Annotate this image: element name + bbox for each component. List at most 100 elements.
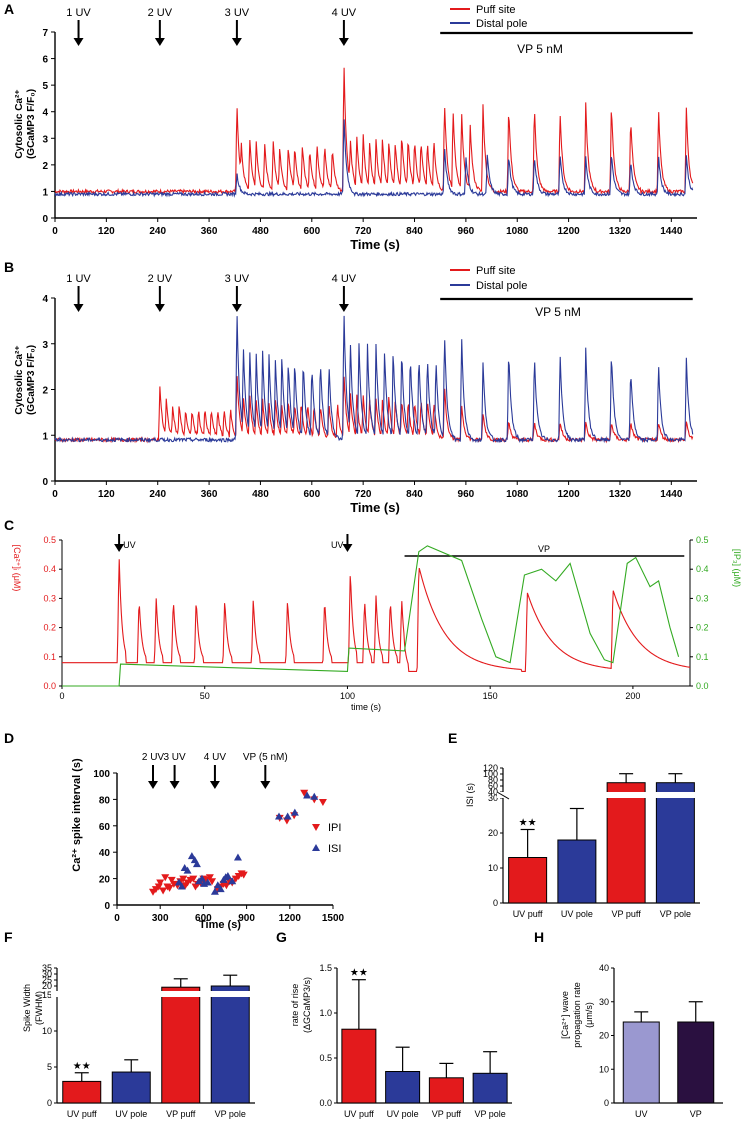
panel-a-xtick-label-10: 1200 [557,226,580,237]
panel-c-ytick-label-right-2: 0.2 [696,623,709,633]
panel-f-category-label-0: UV puff [67,1109,97,1119]
panel-b-xtick-label-6: 720 [355,489,372,500]
panel-c-ytick-label-right-3: 0.3 [696,593,709,603]
panel-d-ytick-label-4: 80 [99,795,111,806]
panel-c-event-arrow-0-head [114,544,125,552]
panel-b-legend-puff: Puff site [476,265,516,277]
panel-letter-e: E [448,730,457,746]
panel-a-event-label-1: 2 UV [148,7,173,19]
panel-d-event-arrow-1-head [169,781,180,789]
panel-e-bar-0 [508,857,548,904]
panel-f-axis-break [51,991,255,997]
panel-g-bar-0 [341,1028,377,1104]
panel-a-xtick-label-6: 720 [355,226,372,237]
panel-a-legend-pole: Distal pole [476,18,527,30]
panel-e-break-mark [496,791,510,800]
panel-c-event-arrow-1-head [342,544,353,552]
panel-g-ytick-label-0: 0.0 [319,1098,332,1108]
panel-a-xtick-label-3: 360 [201,226,218,237]
panel-e-ytick-label-8: 120 [483,763,498,773]
panel-a-ytick-label-4: 4 [42,108,48,119]
panel-b-xtick-label-5: 600 [303,489,320,500]
panel-e-ytick-label-2: 20 [488,828,498,838]
panel-e-significance: ★★ [519,818,537,829]
panel-h-ylabel-1: [Ca²⁺] wave [560,991,570,1039]
panel-f-ylabel-2: (FWHM) [34,991,44,1025]
panel-b-event-arrow-2-head [231,304,242,312]
panel-f-bar-2 [161,986,201,1104]
panel-h-ytick-label-4: 40 [599,963,609,973]
panel-d-event-label-2: 4 UV [204,752,227,763]
panel-d-point-isi-10 [203,878,212,886]
panel-b-xtick-label-11: 1320 [609,489,632,500]
panel-d-legend-isi: ISI [328,843,341,855]
panel-f-ytick-label-5: 25 [42,975,52,985]
panel-d-point-ipi-39 [318,799,327,807]
panel-b-event-label-1: 2 UV [148,273,173,285]
panel-a-event-label-2: 3 UV [225,7,250,19]
panel-c-xlabel: time (s) [351,702,381,712]
panel-b-xtick-label-7: 840 [406,489,423,500]
panel-c-series-ip3 [62,545,680,687]
panel-d-point-ipi-8 [167,876,176,884]
panel-d-xtick-label-1: 300 [152,913,169,924]
panel-b-ytick-label-3: 3 [42,340,48,351]
panel-a-event-label-0: 1 UV [66,7,91,19]
panel-a-xtick-label-0: 0 [52,226,58,237]
panel-d-point-isi-3 [183,866,192,874]
panel-b-ylabel-2: (GCaMP3 F/F₀) [26,345,37,415]
panel-b-xtick-label-3: 360 [201,489,218,500]
panel-a-ytick-label-0: 0 [42,214,48,225]
panel-d-point-ipi-12 [179,875,188,883]
panel-a-xtick-label-8: 960 [458,226,475,237]
panel-letter-d: D [4,730,14,746]
panel-c-ytick-label-left-2: 0.2 [43,623,56,633]
panel-e-bar-1 [557,839,597,904]
panel-b-xtick-label-9: 1080 [506,489,529,500]
panel-d-point-ipi-16 [189,875,198,883]
panel-f-ytick-label-3: 15 [42,990,52,1000]
panel-a-xtick-label-12: 1440 [660,226,683,237]
panel-d-point-isi-22 [303,791,312,799]
panel-a-ylabel-2: (GCaMP3 F/F₀) [26,89,37,159]
panel-a-xtick-label-9: 1080 [506,226,529,237]
panel-c-xtick-label-1: 50 [200,691,210,701]
panel-e-ytick-label-7: 100 [483,769,498,779]
panel-d-xtick-label-5: 1500 [322,913,345,924]
panel-a-event-arrow-0-head [73,38,84,46]
panel-d-xtick-label-2: 600 [195,913,212,924]
panel-d-ytick-label-1: 20 [99,875,111,886]
panel-c-ytick-label-right-5: 0.5 [696,535,709,545]
panel-a-xtick-label-2: 240 [149,226,166,237]
panel-letter-b: B [4,259,14,275]
panel-d-event-arrow-3-head [260,781,271,789]
panel-a-event-label-3: 4 UV [332,7,357,19]
panel-letter-f: F [4,929,13,945]
panel-c-ytick-label-right-0: 0.0 [696,681,709,691]
panel-b-xtick-label-12: 1440 [660,489,683,500]
panel-c-ytick-label-right-1: 0.1 [696,652,709,662]
panel-d-point-ipi-5 [161,874,170,882]
panel-letter-h: H [534,929,544,945]
panel-b-event-label-3: 4 UV [332,273,357,285]
panel-g-bar-2 [428,1077,464,1104]
panel-d-event-label-3: VP (5 nM) [243,752,288,763]
panel-a-xtick-label-11: 1320 [609,226,632,237]
panel-f-bar-1 [111,1071,151,1104]
panel-b-event-label-2: 3 UV [225,273,250,285]
panel-c-ytick-label-left-5: 0.5 [43,535,56,545]
panel-e-ytick-label-5: 60 [488,781,498,791]
panel-b-xtick-label-8: 960 [458,489,475,500]
panel-b-event-arrow-1-head [154,304,165,312]
panel-h-category-label-0: UV [635,1109,648,1119]
panel-d-ytick-label-0: 0 [104,901,110,912]
panel-a-event-arrow-1-head [154,38,165,46]
panel-d-point-isi-21 [290,808,299,816]
panel-b-event-arrow-0-head [73,304,84,312]
panel-h-ylabel-2: propagation rate [572,982,582,1048]
panel-g-ylabel-1: rate of rise [290,984,300,1027]
panel-b-xtick-label-2: 240 [149,489,166,500]
panel-d-point-isi-0 [174,878,183,886]
panel-d-point-isi-17 [228,877,237,885]
panel-g-significance: ★★ [350,968,368,979]
